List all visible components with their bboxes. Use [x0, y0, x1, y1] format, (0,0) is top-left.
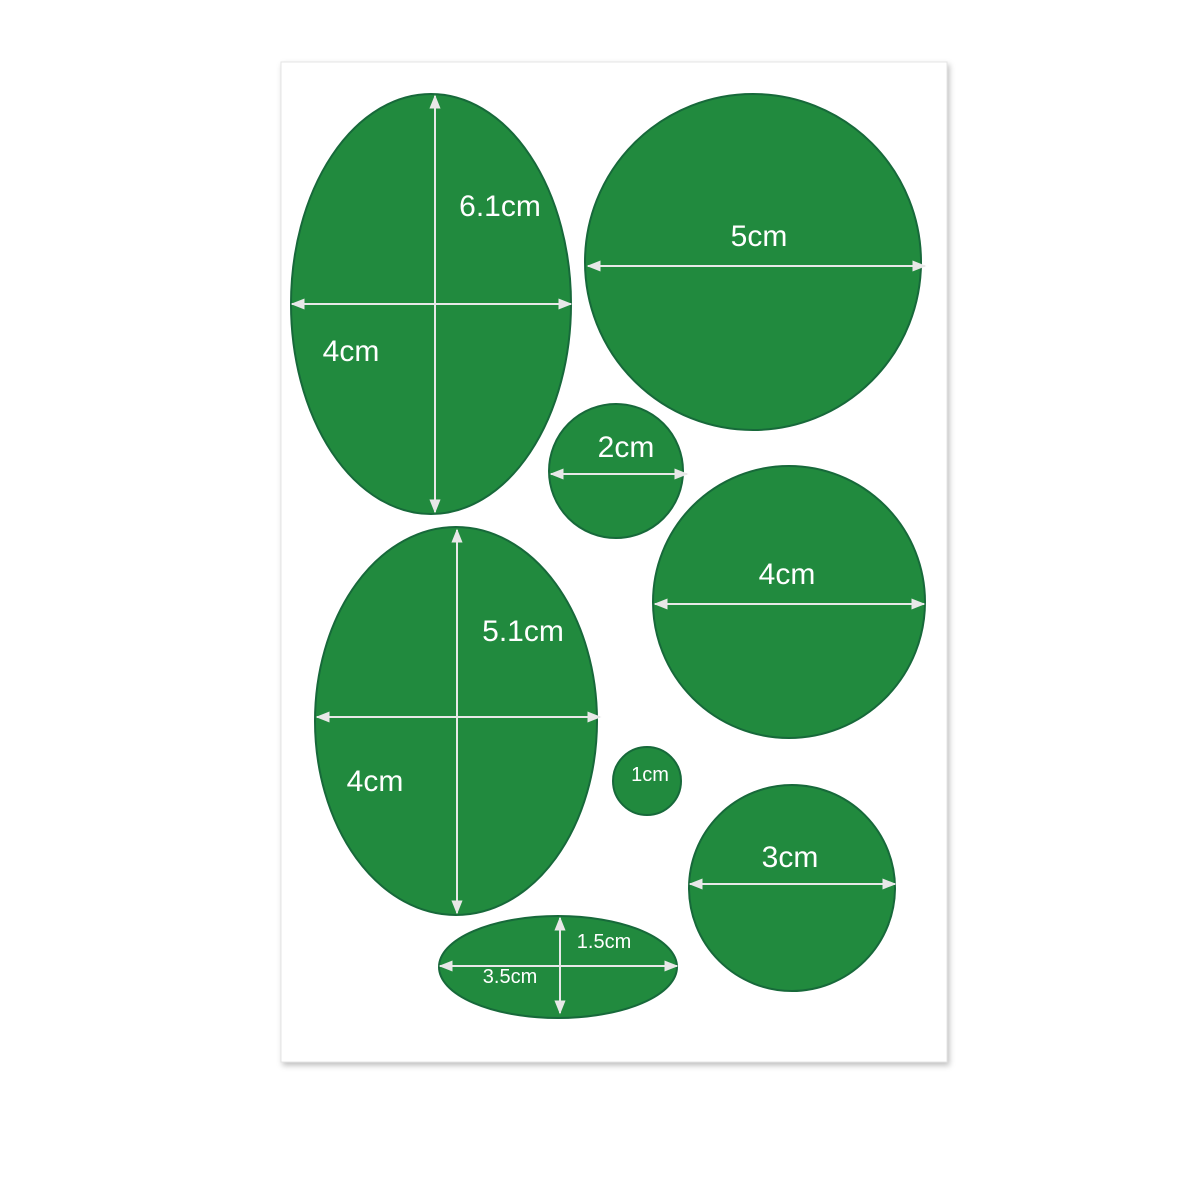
dimension-label: 4cm [759, 558, 816, 591]
patch-shape [548, 403, 684, 539]
dimension-label: 1.5cm [577, 931, 631, 953]
circle-patch: 2cm [548, 403, 689, 539]
dimension-label: 6.1cm [459, 190, 541, 223]
dimension-label: 1cm [631, 764, 669, 786]
dimension-label: 5.1cm [482, 615, 564, 648]
circle-patch: 3cm [688, 784, 897, 992]
patch-shape [584, 93, 922, 431]
circle-patch: 4cm [652, 465, 926, 739]
dimension-label: 4cm [323, 335, 380, 368]
oval-patch: 1.5cm 3.5cm [438, 915, 679, 1019]
patch-shape [652, 465, 926, 739]
dimension-label: 5cm [731, 220, 788, 253]
dimension-label: 3.5cm [483, 966, 537, 988]
patch-shape [688, 784, 896, 992]
dimension-label: 4cm [347, 765, 404, 798]
dimension-label: 2cm [598, 431, 655, 464]
oval-patch: 5.1cm 4cm [314, 526, 602, 916]
circle-patch: 1cm [612, 746, 682, 816]
patch-shape [612, 746, 682, 816]
oval-patch: 6.1cm 4cm [290, 93, 573, 515]
dimension-label: 3cm [762, 841, 819, 874]
circle-patch: 5cm [584, 93, 927, 431]
